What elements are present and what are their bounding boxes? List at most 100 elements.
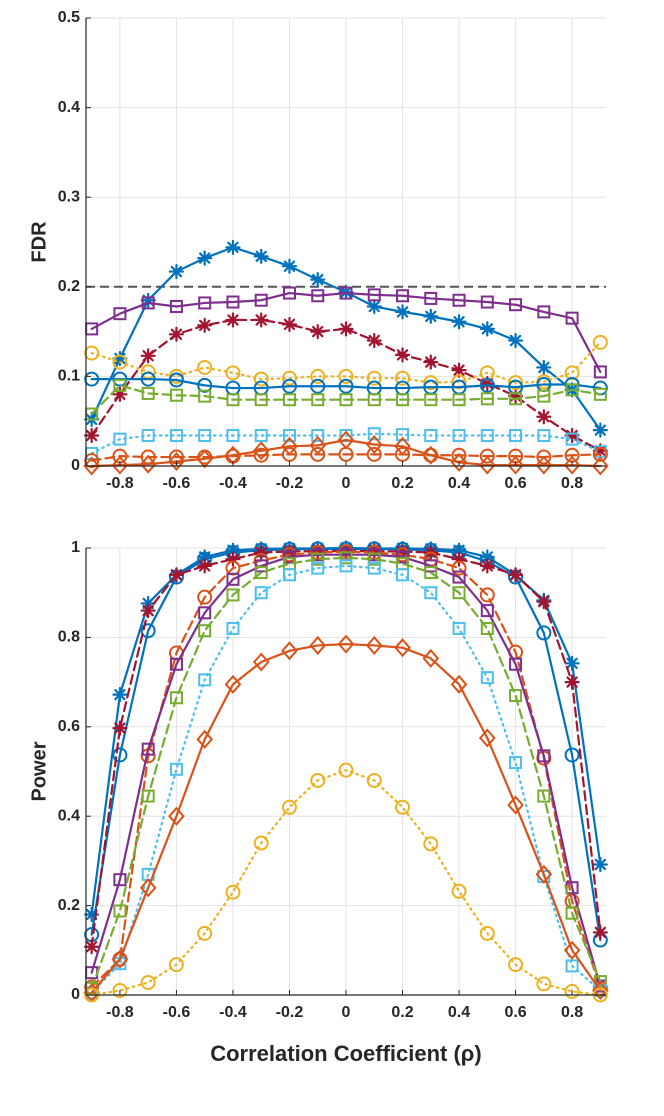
data-point bbox=[338, 368, 354, 384]
data-point bbox=[253, 447, 269, 463]
data-point bbox=[253, 312, 269, 328]
data-point bbox=[537, 305, 551, 319]
x-tick-label: 0.8 bbox=[561, 1004, 583, 1021]
data-point bbox=[451, 374, 467, 390]
data-point bbox=[366, 370, 382, 386]
data-point bbox=[536, 449, 552, 465]
data-point bbox=[112, 687, 128, 703]
data-point bbox=[111, 455, 129, 475]
data-point bbox=[366, 446, 382, 462]
data-point bbox=[452, 429, 466, 443]
data-point bbox=[196, 449, 214, 469]
x-tick-label: -0.2 bbox=[276, 1004, 304, 1021]
data-point bbox=[535, 455, 553, 475]
data-point bbox=[396, 289, 410, 303]
series-line-cyan-square bbox=[90, 432, 602, 455]
series-line-blue-circle bbox=[90, 377, 602, 390]
x-tick-label: 0.8 bbox=[561, 475, 583, 492]
data-point bbox=[281, 370, 297, 386]
data-point bbox=[196, 729, 214, 749]
series-line-yellow-circle bbox=[90, 769, 602, 997]
data-point bbox=[281, 316, 298, 333]
data-point bbox=[311, 429, 325, 443]
data-point bbox=[365, 434, 383, 455]
data-point bbox=[423, 375, 439, 391]
x-tick-label: -0.4 bbox=[219, 1004, 247, 1021]
data-point bbox=[252, 652, 270, 672]
data-point bbox=[309, 435, 327, 455]
series-line-green-square bbox=[90, 556, 602, 990]
data-point bbox=[281, 436, 298, 456]
data-point bbox=[424, 566, 438, 580]
data-point bbox=[507, 455, 524, 475]
x-tick-label: -0.2 bbox=[276, 475, 304, 492]
chart-panel-2: -0.8 -0.6 -0.4 -0.2 0 0.2 0.4 0.6 0.8 0 0.2 0.4 0.6 0… bbox=[28, 539, 609, 1066]
data-point bbox=[478, 728, 496, 748]
y-tick-label: 0.8 bbox=[58, 629, 80, 646]
data-point bbox=[367, 393, 381, 407]
data-point bbox=[423, 354, 439, 370]
data-point bbox=[452, 393, 466, 407]
series-line-purple-square bbox=[90, 553, 602, 988]
data-point bbox=[536, 359, 552, 376]
data-point bbox=[480, 671, 494, 685]
data-point bbox=[593, 387, 607, 401]
data-point bbox=[198, 606, 212, 620]
data-point bbox=[311, 552, 325, 566]
y-tick-label: 1 bbox=[71, 539, 80, 556]
data-point bbox=[197, 549, 213, 565]
data-point bbox=[113, 378, 127, 392]
data-point bbox=[339, 551, 353, 565]
data-point bbox=[338, 321, 354, 337]
data-point bbox=[198, 624, 212, 638]
data-point bbox=[84, 453, 100, 469]
data-point bbox=[480, 295, 494, 309]
x-tick-label: -0.4 bbox=[219, 475, 247, 492]
series-yellow-circle bbox=[84, 762, 608, 1003]
data-point bbox=[169, 300, 183, 314]
data-point bbox=[592, 924, 608, 941]
data-point bbox=[197, 589, 213, 605]
data-point bbox=[564, 983, 580, 999]
data-point bbox=[253, 544, 269, 561]
data-point bbox=[365, 635, 383, 655]
data-point bbox=[112, 983, 128, 999]
data-point bbox=[226, 572, 240, 586]
data-point bbox=[509, 429, 523, 443]
data-point bbox=[140, 602, 156, 619]
data-point bbox=[310, 446, 326, 462]
y-tick-label: 0.1 bbox=[58, 368, 80, 385]
data-point bbox=[197, 558, 213, 574]
data-point bbox=[452, 570, 466, 584]
data-point bbox=[338, 762, 354, 778]
x-tick-label: 0.2 bbox=[391, 1004, 413, 1021]
data-point bbox=[509, 298, 523, 312]
data-point bbox=[226, 295, 240, 309]
data-point bbox=[225, 312, 241, 328]
data-point bbox=[592, 334, 608, 350]
data-point bbox=[113, 432, 127, 446]
data-point bbox=[367, 552, 381, 566]
data-point bbox=[282, 393, 296, 407]
data-point bbox=[254, 559, 268, 573]
data-point bbox=[113, 873, 127, 887]
data-point bbox=[479, 925, 495, 941]
data-point bbox=[592, 446, 608, 462]
data-point bbox=[84, 427, 100, 444]
data-point bbox=[509, 756, 523, 770]
y-tick-label: 0.3 bbox=[58, 188, 80, 205]
x-tick-label: 0.2 bbox=[391, 475, 413, 492]
data-point bbox=[536, 625, 552, 641]
data-point bbox=[311, 561, 325, 575]
data-point bbox=[197, 317, 213, 333]
data-point bbox=[593, 365, 607, 379]
data-point bbox=[452, 586, 466, 600]
y-tick-label: 0.5 bbox=[58, 9, 80, 26]
data-point bbox=[424, 393, 438, 407]
data-point bbox=[507, 567, 524, 583]
x-tick-label: -0.8 bbox=[106, 1004, 134, 1021]
data-point bbox=[450, 674, 468, 694]
data-point bbox=[395, 370, 411, 386]
data-point bbox=[309, 635, 327, 655]
data-point bbox=[565, 959, 579, 973]
